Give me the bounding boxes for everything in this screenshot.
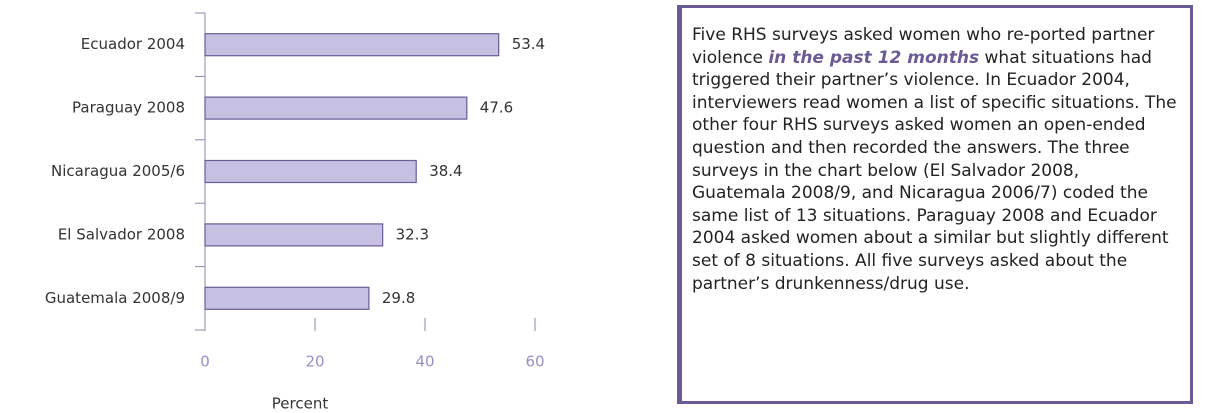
y-tick-label: Ecuador 2004 — [81, 35, 185, 53]
data-label: 38.4 — [429, 162, 462, 180]
data-label: 32.3 — [396, 225, 429, 243]
data-label: 53.4 — [512, 35, 545, 53]
x-tick-label: 60 — [525, 353, 544, 371]
y-tick-label: El Salvador 2008 — [58, 225, 185, 243]
bar — [204, 96, 468, 120]
x-tick-label: 40 — [415, 353, 434, 371]
y-tick-label: Nicaragua 2005/6 — [51, 162, 185, 180]
note-text: Five RHS surveys asked women who re-port… — [692, 25, 1155, 68]
bar — [204, 159, 417, 184]
bar — [204, 33, 500, 57]
x-axis-label: Percent — [272, 395, 329, 413]
x-tick-label: 0 — [200, 353, 210, 371]
chart: Percent 0 20 40 60 Ecuador 2004 53.4 Paraguay … — [45, 12, 545, 413]
bar — [204, 286, 370, 310]
x-tick-label: 20 — [305, 353, 324, 371]
bar — [204, 223, 384, 247]
note-emphasis: in the past 12 months — [768, 47, 980, 68]
note-text: what situations had triggered their part… — [692, 47, 1177, 294]
y-tick-label: Guatemala 2008/9 — [45, 289, 185, 307]
y-tick-label: Paraguay 2008 — [72, 99, 185, 117]
text-box: Five RHS surveys asked women who re-port… — [677, 5, 1193, 404]
data-label: 29.8 — [382, 289, 415, 307]
data-label: 47.6 — [480, 99, 513, 117]
